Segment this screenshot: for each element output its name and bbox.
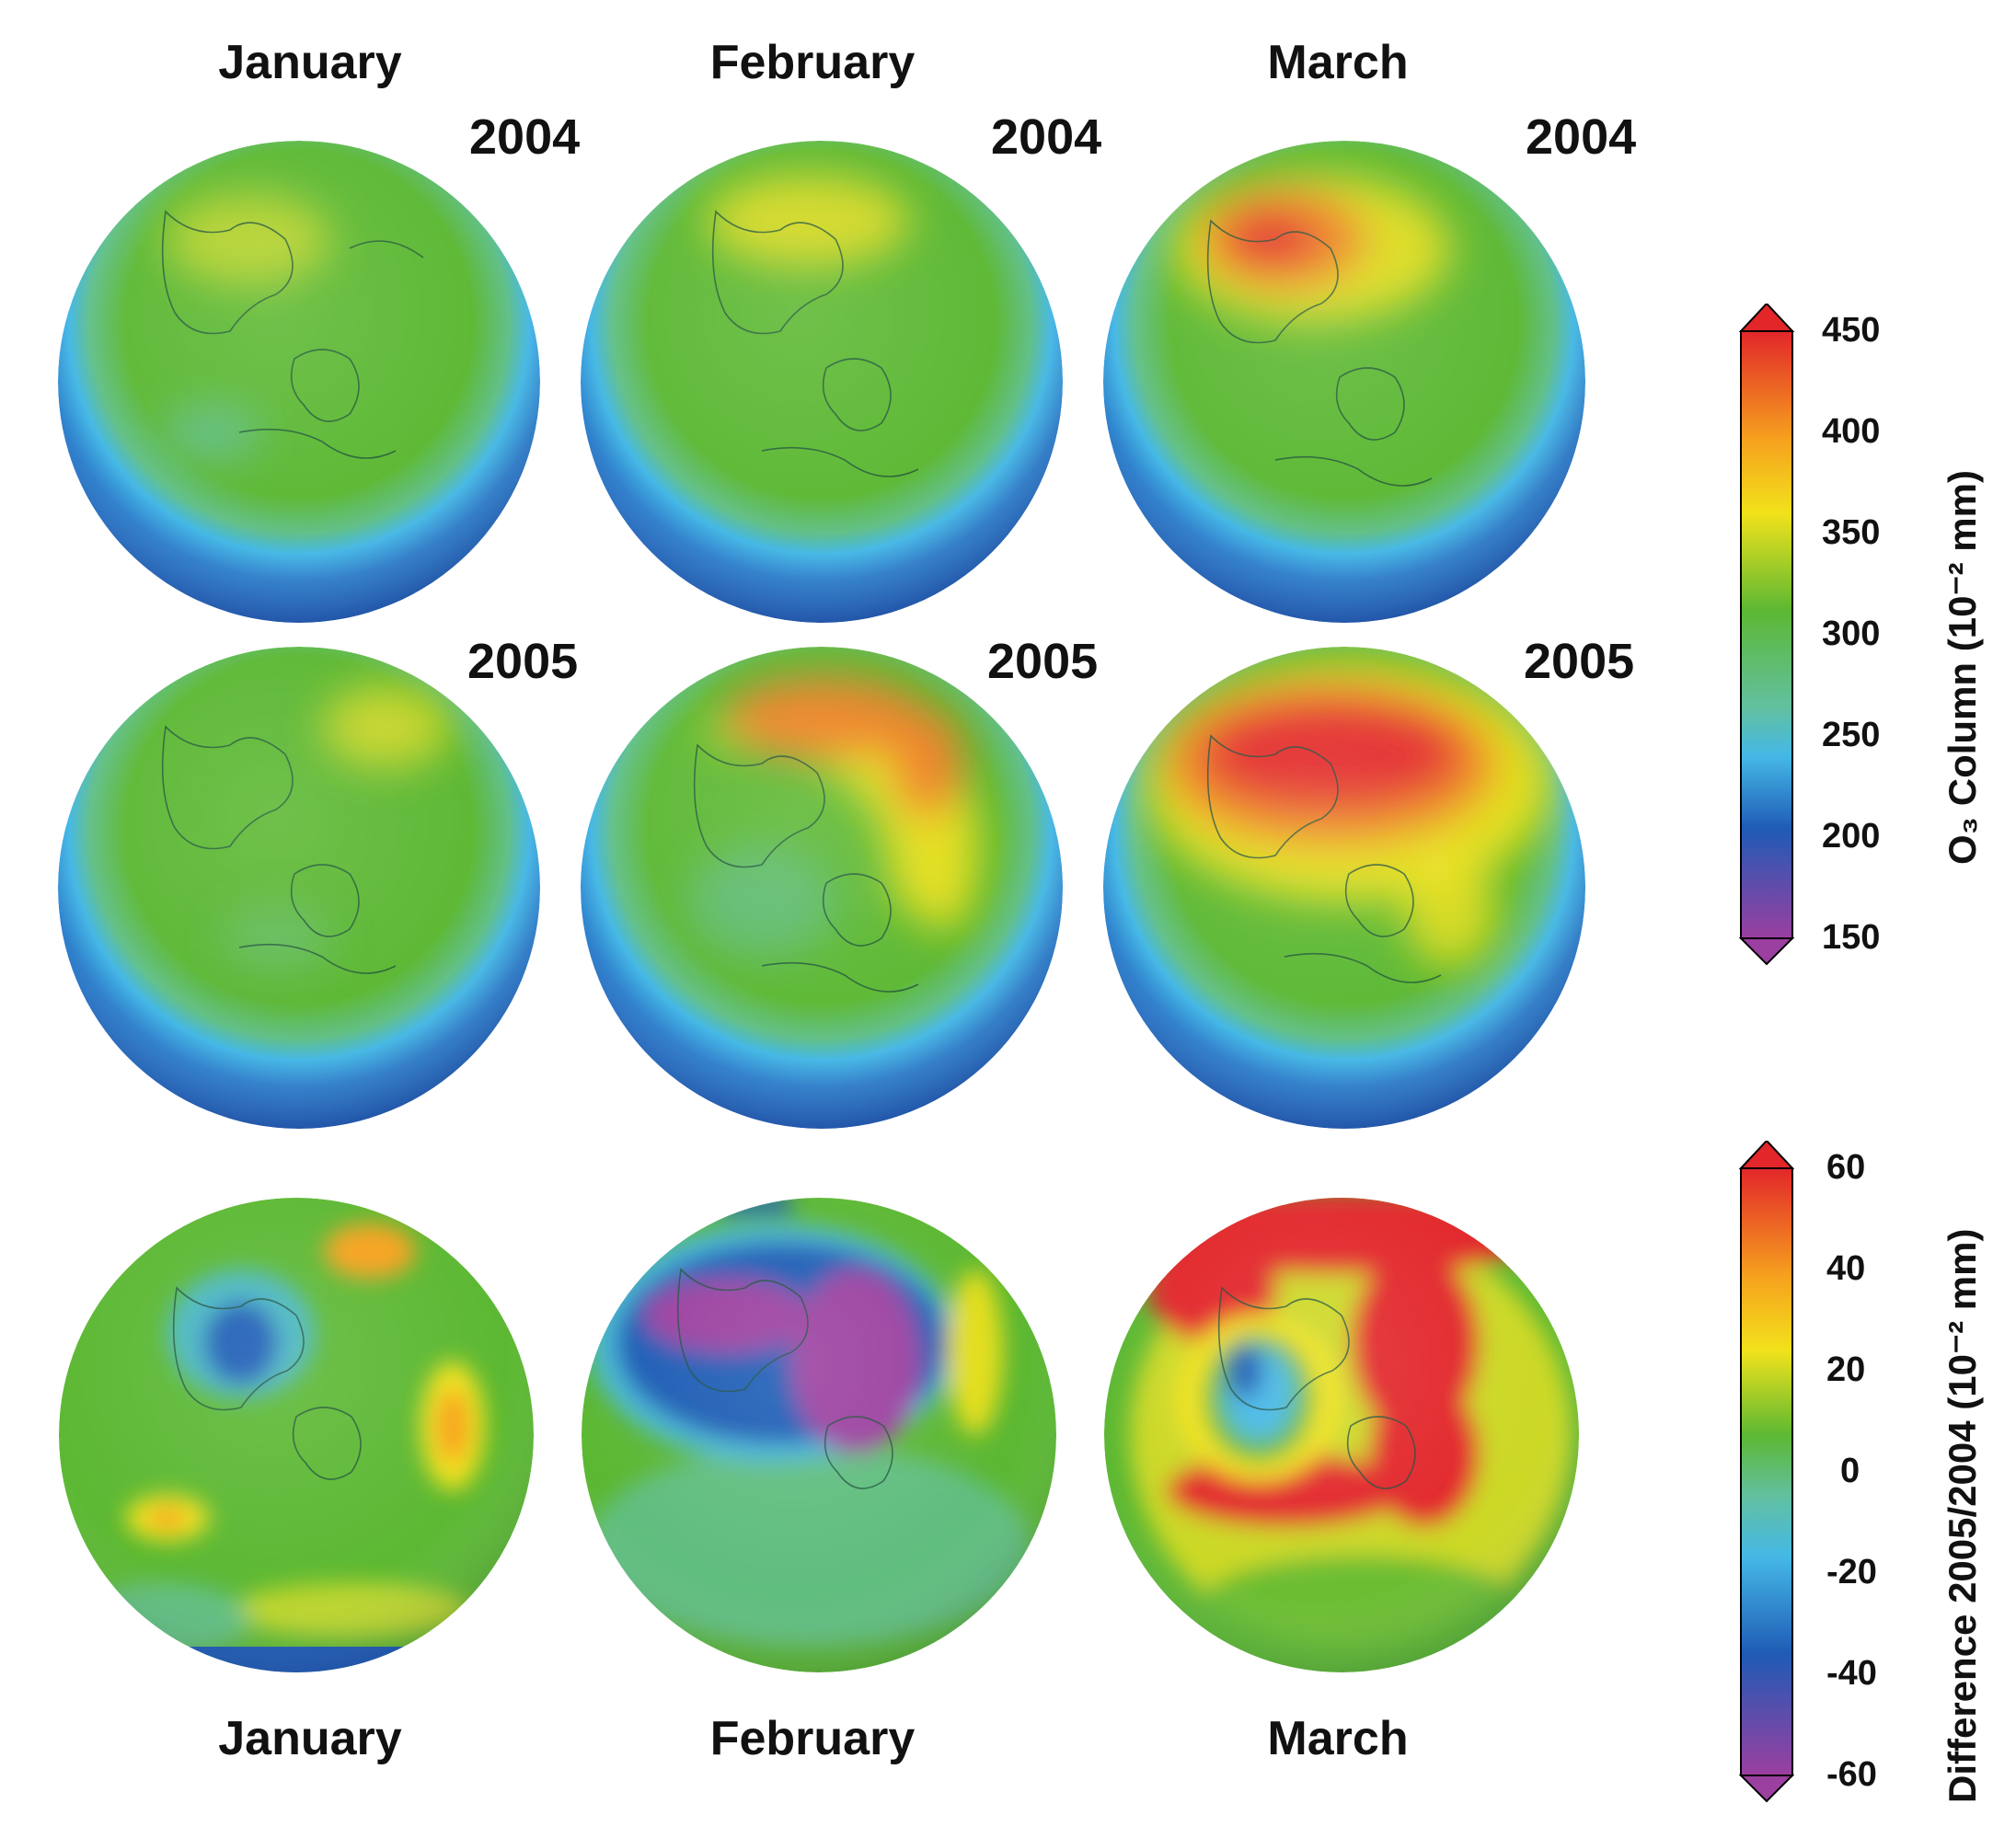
globe-mar-2004 bbox=[1103, 141, 1585, 623]
globe-jan-difference bbox=[59, 1198, 534, 1672]
colorbar-diff-tick-0: 0 bbox=[1840, 1452, 1860, 1490]
year-label-r1-c3: 2004 bbox=[1526, 109, 1637, 165]
colorbar-o3-tick-450: 450 bbox=[1822, 311, 1881, 350]
header-march-top: March bbox=[1267, 36, 1409, 89]
colorbar-o3-tick-300: 300 bbox=[1822, 615, 1881, 653]
globe-mar-difference bbox=[1104, 1198, 1579, 1672]
globe-jan-2004 bbox=[58, 141, 540, 623]
colorbar-o3 bbox=[1739, 304, 1794, 966]
header-february-top: February bbox=[709, 36, 916, 89]
colorbar-difference-title: Difference 2005/2004 (10⁻² mm) bbox=[1941, 1228, 1984, 1803]
colorbar-diff-tick-neg40: -40 bbox=[1826, 1654, 1877, 1693]
year-label-r2-c1: 2005 bbox=[467, 634, 579, 689]
colorbar-o3-tick-250: 250 bbox=[1822, 716, 1881, 754]
header-march-bottom: March bbox=[1267, 1712, 1409, 1765]
colorbar-diff-tick-60: 60 bbox=[1826, 1148, 1866, 1187]
year-label-r2-c2: 2005 bbox=[987, 634, 1099, 689]
globe-jan-2005 bbox=[58, 647, 540, 1129]
colorbar-o3-tick-400: 400 bbox=[1822, 412, 1881, 451]
colorbar-difference bbox=[1739, 1141, 1794, 1803]
colorbar-diff-tick-neg20: -20 bbox=[1826, 1553, 1877, 1591]
header-january-bottom: January bbox=[218, 1712, 402, 1765]
header-january-top: January bbox=[218, 36, 402, 89]
colorbar-o3-tick-150: 150 bbox=[1822, 918, 1881, 957]
colorbar-diff-tick-neg60: -60 bbox=[1826, 1755, 1877, 1794]
globe-mar-2005 bbox=[1103, 647, 1585, 1129]
colorbar-o3-title: O₃ Column (10⁻² mm) bbox=[1941, 470, 1984, 865]
year-label-r1-c2: 2004 bbox=[991, 109, 1102, 165]
colorbar-diff-tick-20: 20 bbox=[1826, 1350, 1866, 1389]
year-label-r2-c3: 2005 bbox=[1524, 634, 1635, 689]
colorbar-diff-tick-40: 40 bbox=[1826, 1249, 1866, 1288]
globe-feb-difference bbox=[582, 1198, 1056, 1672]
colorbar-o3-tick-350: 350 bbox=[1822, 513, 1881, 552]
colorbar-o3-tick-200: 200 bbox=[1822, 817, 1881, 856]
globe-feb-2004 bbox=[581, 141, 1063, 623]
globe-feb-2005 bbox=[581, 647, 1063, 1129]
year-label-r1-c1: 2004 bbox=[469, 109, 581, 165]
header-february-bottom: February bbox=[709, 1712, 916, 1765]
